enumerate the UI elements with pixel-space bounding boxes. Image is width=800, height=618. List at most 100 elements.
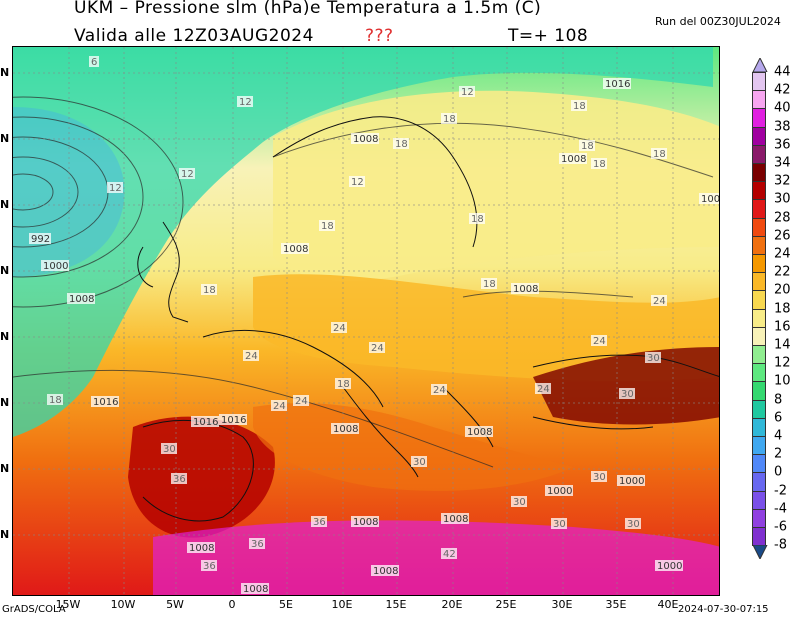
svg-text:1008: 1008 bbox=[561, 154, 586, 165]
temperature-label: 12 bbox=[179, 168, 195, 180]
colorbar-level-label: 22 bbox=[774, 264, 791, 280]
svg-text:24: 24 bbox=[653, 296, 666, 307]
footer-timestamp: 2024-07-30-07:15 bbox=[678, 604, 769, 615]
svg-text:12: 12 bbox=[181, 169, 194, 180]
isobar-label: 1008 bbox=[371, 565, 399, 577]
isobar-label: 1008 bbox=[331, 423, 359, 435]
svg-text:18: 18 bbox=[653, 149, 666, 160]
colorbar-level-label: 32 bbox=[774, 173, 791, 189]
colorbar-cell bbox=[752, 217, 766, 237]
colorbar-level-label: 16 bbox=[774, 319, 791, 335]
svg-text:24: 24 bbox=[433, 385, 446, 396]
svg-text:18: 18 bbox=[573, 101, 586, 112]
temperature-label: 18 bbox=[441, 113, 457, 125]
temperature-label: 18 bbox=[335, 378, 351, 390]
colorbar-cell bbox=[752, 381, 766, 401]
svg-text:12: 12 bbox=[239, 97, 252, 108]
colorbar-level-label: 28 bbox=[774, 210, 791, 226]
temperature-label: 12 bbox=[237, 96, 253, 108]
svg-text:1000: 1000 bbox=[701, 194, 720, 205]
lat-label: N bbox=[0, 132, 10, 145]
svg-text:12: 12 bbox=[351, 177, 364, 188]
svg-text:24: 24 bbox=[537, 384, 550, 395]
svg-text:42: 42 bbox=[443, 549, 456, 560]
lon-label: 15W bbox=[55, 598, 81, 611]
svg-text:1016: 1016 bbox=[221, 415, 246, 426]
colorbar-cell bbox=[752, 199, 766, 219]
svg-text:1008: 1008 bbox=[333, 424, 358, 435]
lon-label: 10E bbox=[331, 598, 353, 611]
temperature-label: 12 bbox=[349, 176, 365, 188]
atlantic-cool-area bbox=[13, 47, 713, 437]
temperature-label: 18 bbox=[319, 220, 335, 232]
isobar-label: 1016 bbox=[603, 78, 631, 90]
turkey-hot bbox=[533, 347, 719, 425]
temperature-labels: 6 12 12 12 12 18 18 18 18 18 18 18 18 18 24 24 24 24 24 24 2… bbox=[47, 56, 667, 572]
colorbar-level-label: 30 bbox=[774, 191, 791, 207]
lat-label: N bbox=[0, 330, 10, 343]
colorbar-cell bbox=[752, 417, 766, 437]
lon-label: 5E bbox=[279, 598, 293, 611]
colorbar-cell bbox=[752, 363, 766, 383]
colorbar-level-label: 26 bbox=[774, 228, 791, 244]
isobar-label: 1000 bbox=[655, 560, 683, 572]
temperature-label: 18 bbox=[481, 278, 497, 290]
svg-text:30: 30 bbox=[413, 457, 426, 468]
isobar-label: 1008 bbox=[67, 293, 95, 305]
svg-text:1000: 1000 bbox=[657, 561, 682, 572]
colorbar-cell bbox=[752, 508, 766, 528]
temperature-label: 18 bbox=[651, 148, 667, 160]
lat-label: N bbox=[0, 396, 10, 409]
isobar-label: 1000 bbox=[545, 485, 573, 497]
temperature-label: 18 bbox=[47, 394, 63, 406]
lon-label: 30E bbox=[551, 598, 573, 611]
colorbar-level-label: 12 bbox=[774, 355, 791, 371]
svg-text:30: 30 bbox=[553, 519, 566, 530]
colorbar-level-label: 38 bbox=[774, 119, 791, 135]
lon-label: 40E bbox=[657, 598, 679, 611]
central-europe-warm bbox=[253, 274, 719, 382]
svg-text:1008: 1008 bbox=[353, 517, 378, 528]
question-marks: ??? bbox=[365, 26, 394, 46]
lon-label: 0 bbox=[228, 598, 236, 611]
temperature-label: 18 bbox=[393, 138, 409, 150]
isobar-label: 1016 bbox=[91, 396, 119, 408]
svg-text:6: 6 bbox=[91, 57, 97, 68]
colorbar-level-label: 24 bbox=[774, 246, 791, 262]
svg-text:1008: 1008 bbox=[243, 584, 268, 595]
colorbar-cell bbox=[752, 144, 766, 164]
colorbar-cell bbox=[752, 272, 766, 292]
temperature-label: 18 bbox=[201, 284, 217, 296]
temperature-label: 42 bbox=[441, 548, 457, 560]
temperature-label: 12 bbox=[459, 86, 475, 98]
temperature-label: 24 bbox=[243, 350, 259, 362]
isobar-label: 992 bbox=[29, 233, 51, 245]
svg-text:1016: 1016 bbox=[193, 417, 218, 428]
run-info: Run del 00Z30JUL2024 bbox=[655, 15, 781, 28]
svg-text:24: 24 bbox=[333, 323, 346, 334]
colorbar-level-label: 6 bbox=[774, 410, 783, 426]
lat-label: N bbox=[0, 264, 10, 277]
temperature-label: 30 bbox=[161, 443, 177, 455]
svg-text:24: 24 bbox=[295, 396, 308, 407]
colorbar-level-label: 10 bbox=[774, 373, 791, 389]
svg-text:24: 24 bbox=[593, 336, 606, 347]
svg-text:24: 24 bbox=[273, 401, 286, 412]
colorbar-bottom-triangle bbox=[752, 545, 768, 560]
colorbar-cell bbox=[752, 108, 766, 128]
svg-text:30: 30 bbox=[163, 444, 176, 455]
temperature-label: 30 bbox=[591, 471, 607, 483]
colorbar-cell bbox=[752, 126, 766, 146]
svg-text:1008: 1008 bbox=[189, 543, 214, 554]
colorbar-cell bbox=[752, 308, 766, 328]
isobar-label: 1000 bbox=[41, 260, 69, 272]
svg-text:1016: 1016 bbox=[93, 397, 118, 408]
temperature-label: 30 bbox=[625, 518, 641, 530]
isobar-label: 1016 bbox=[219, 414, 247, 426]
temperature-label: 24 bbox=[535, 383, 551, 395]
colorbar-level-label: 14 bbox=[774, 337, 791, 353]
lon-label: 20E bbox=[441, 598, 463, 611]
lat-label: N bbox=[0, 66, 10, 79]
temperature-label: 6 bbox=[89, 56, 99, 68]
svg-text:1008: 1008 bbox=[69, 294, 94, 305]
